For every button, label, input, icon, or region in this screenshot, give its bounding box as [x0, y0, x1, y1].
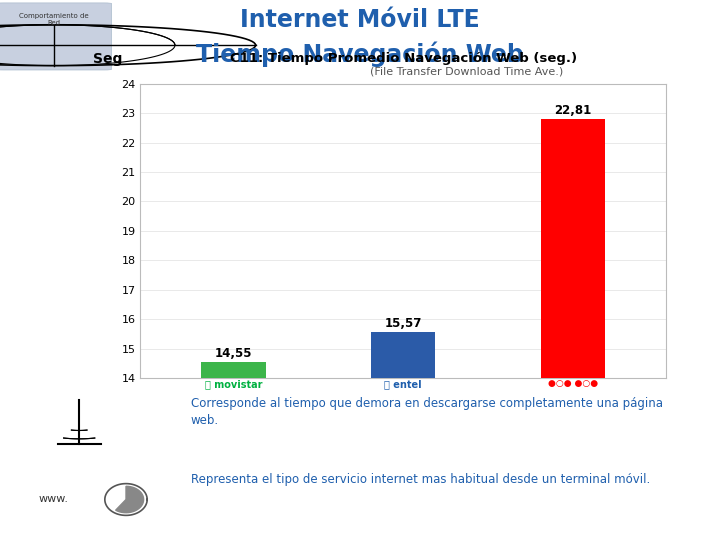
- Text: 22,81: 22,81: [554, 104, 591, 117]
- Bar: [202, 362, 266, 378]
- Bar: [541, 119, 605, 378]
- Text: 15,57: 15,57: [384, 317, 422, 330]
- FancyBboxPatch shape: [0, 3, 112, 70]
- Text: Internet Móvil LTE: Internet Móvil LTE: [240, 9, 480, 32]
- Text: www.: www.: [39, 495, 69, 504]
- Text: Representa el tipo de servicio internet mas habitual desde un terminal móvil.: Representa el tipo de servicio internet …: [191, 473, 650, 486]
- Polygon shape: [116, 486, 143, 512]
- Text: Seg: Seg: [93, 52, 122, 66]
- Text: Corresponde al tiempo que demora en descargarse completamente una página
web.: Corresponde al tiempo que demora en desc…: [191, 396, 663, 427]
- Text: Tiempo Navegación Web: Tiempo Navegación Web: [196, 42, 524, 68]
- Text: ⓔ entel: ⓔ entel: [384, 380, 422, 389]
- Bar: [371, 332, 436, 378]
- Text: (File Transfer Download Time Ave.): (File Transfer Download Time Ave.): [369, 66, 563, 76]
- Text: C11: Tiempo Promedio Navegación Web (seg.): C11: Tiempo Promedio Navegación Web (seg…: [230, 52, 577, 65]
- Text: 17: 17: [620, 511, 643, 529]
- Text: ⓜ movistar: ⓜ movistar: [205, 380, 262, 389]
- Text: ●○● ●○●: ●○● ●○●: [548, 380, 598, 388]
- Text: 14,55: 14,55: [215, 347, 253, 360]
- Text: Comportamiento de
Red: Comportamiento de Red: [19, 13, 89, 26]
